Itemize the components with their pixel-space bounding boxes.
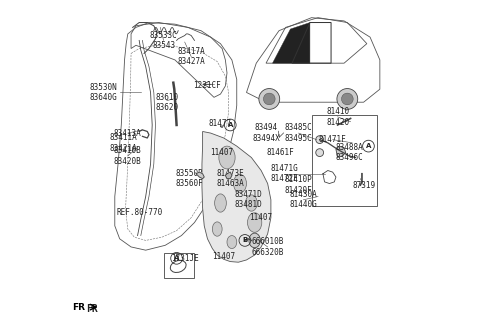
- Text: 81461F: 81461F: [267, 148, 295, 157]
- Text: 83610
83620: 83610 83620: [155, 92, 179, 112]
- Text: 83485C
83495C: 83485C 83495C: [285, 123, 312, 143]
- Text: REF.80-770: REF.80-770: [116, 208, 162, 217]
- Polygon shape: [336, 146, 346, 157]
- Circle shape: [259, 89, 280, 109]
- Text: 81473E
81463A: 81473E 81463A: [216, 169, 244, 188]
- Text: 83417A
83427A: 83417A 83427A: [177, 47, 205, 66]
- Text: 83413A: 83413A: [114, 129, 142, 138]
- Text: 81471F: 81471F: [319, 135, 347, 144]
- Ellipse shape: [248, 213, 262, 232]
- Text: A: A: [174, 255, 179, 261]
- Text: 1731JE: 1731JE: [171, 254, 199, 263]
- Text: 81471G
81472F: 81471G 81472F: [270, 164, 298, 183]
- Text: 83471D
83481D: 83471D 83481D: [234, 190, 262, 210]
- Circle shape: [316, 149, 324, 156]
- Polygon shape: [196, 172, 204, 179]
- Ellipse shape: [227, 236, 237, 249]
- Ellipse shape: [212, 222, 222, 236]
- Text: A: A: [366, 143, 371, 149]
- Ellipse shape: [215, 194, 227, 212]
- Text: 81410P
81420F: 81410P 81420F: [285, 175, 312, 195]
- Text: 83494
83494X: 83494 83494X: [252, 123, 280, 143]
- Text: A: A: [228, 122, 233, 128]
- Circle shape: [264, 93, 275, 105]
- Ellipse shape: [246, 195, 257, 211]
- Text: 83530N
83640G: 83530N 83640G: [90, 83, 117, 102]
- Polygon shape: [226, 172, 232, 179]
- Text: FR: FR: [86, 304, 98, 314]
- Text: 11407: 11407: [212, 252, 235, 261]
- Ellipse shape: [219, 146, 235, 169]
- Text: 83410B
83420B: 83410B 83420B: [114, 146, 142, 166]
- Circle shape: [341, 93, 353, 105]
- Polygon shape: [273, 23, 310, 63]
- Ellipse shape: [233, 174, 247, 193]
- Polygon shape: [202, 132, 271, 262]
- Ellipse shape: [249, 233, 260, 248]
- Text: 81410
81420: 81410 81420: [326, 107, 349, 127]
- Text: FR: FR: [72, 303, 85, 312]
- Text: 11407: 11407: [250, 213, 273, 222]
- Text: 1221CF: 1221CF: [193, 81, 221, 91]
- Text: B: B: [242, 237, 248, 243]
- Text: 81430A
81440G: 81430A 81440G: [289, 190, 317, 210]
- Circle shape: [316, 136, 324, 144]
- Text: 666010B
666320B: 666010B 666320B: [252, 237, 284, 256]
- Text: 83533C
83543: 83533C 83543: [150, 31, 178, 50]
- Text: 83550B
83560F: 83550B 83560F: [176, 169, 204, 188]
- Text: 83411A
83421A: 83411A 83421A: [109, 133, 137, 153]
- Circle shape: [337, 89, 358, 109]
- Text: 81477: 81477: [209, 119, 232, 128]
- Text: 11407: 11407: [211, 148, 234, 157]
- Text: 83488A
83496C: 83488A 83496C: [335, 143, 363, 162]
- Text: 87319: 87319: [352, 181, 375, 190]
